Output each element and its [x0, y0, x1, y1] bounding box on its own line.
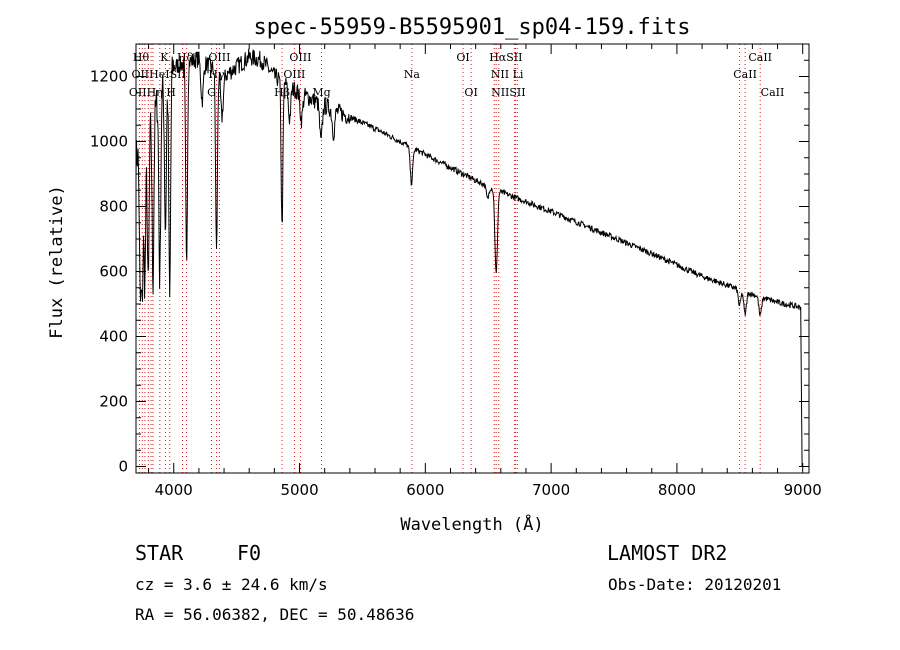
line-label: HαSII: [489, 51, 522, 64]
x-tick-label: 4000: [155, 481, 193, 499]
line-label: G: [207, 86, 216, 99]
object-class: STAR: [135, 541, 184, 565]
object-subclass: F0: [237, 541, 262, 565]
y-tick-label: 200: [99, 393, 128, 411]
plot-frame: [135, 43, 810, 474]
coordinates: RA = 56.06382, DEC = 50.48636: [135, 605, 415, 624]
line-label: Hδ: [177, 51, 194, 64]
y-tick-label: 1200: [90, 68, 128, 86]
x-tick-label: 5000: [280, 481, 318, 499]
survey-label: LAMOST DR2: [607, 541, 728, 565]
x-tick-label: 8000: [658, 481, 696, 499]
reference-lines: [138, 44, 761, 473]
y-tick-label: 1000: [90, 133, 128, 151]
line-label: OI: [456, 51, 469, 64]
y-tick-label: 0: [118, 458, 128, 476]
line-label: OIIHη H: [129, 86, 176, 99]
line-label: Hγ: [208, 68, 225, 81]
x-axis-label: Wavelength (Å): [400, 513, 543, 535]
x-tick-label: 6000: [406, 481, 444, 499]
flux-series-line: [135, 48, 803, 467]
redshift-cz: cz = 3.6 ± 24.6 km/s: [135, 575, 328, 594]
y-tick-label: 600: [99, 263, 128, 281]
line-label: CaII: [761, 86, 785, 99]
line-label: OI: [464, 86, 477, 99]
line-label: Hθ: [133, 51, 150, 64]
line-label: Na: [404, 68, 421, 81]
line-label: Mg: [312, 86, 330, 99]
line-label: Hβ: [274, 86, 290, 99]
line-label: NII Li: [491, 68, 524, 81]
x-tick-label: 9000: [784, 481, 822, 499]
line-label: CaII: [748, 51, 772, 64]
x-tick-label: 7000: [532, 481, 570, 499]
line-label: OIII: [283, 68, 305, 81]
line-label: OIII: [208, 51, 230, 64]
plot-axes: 4000 5000 6000 7000 8000 9000 0 200 400 600 800 100…: [90, 43, 822, 499]
y-axis-label: Flux (relative): [47, 185, 67, 339]
line-label: K: [160, 51, 169, 64]
y-tick-label: 400: [99, 328, 128, 346]
y-tick-label: 800: [99, 198, 128, 216]
line-label: CaII: [733, 68, 757, 81]
chart-title: spec-55959-B5595901_sp04-159.fits: [253, 15, 690, 40]
line-label: OIII: [289, 51, 311, 64]
line-label: NIISII: [491, 86, 526, 99]
observation-date: Obs-Date: 20120201: [608, 575, 782, 594]
